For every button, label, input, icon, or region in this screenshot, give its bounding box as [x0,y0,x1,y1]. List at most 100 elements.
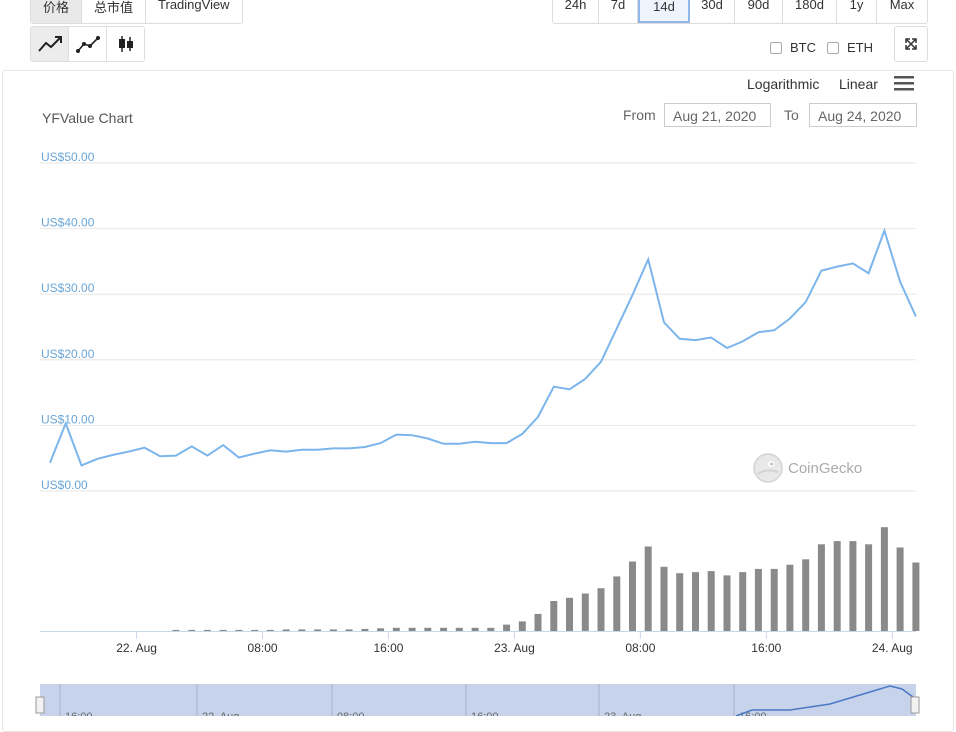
volume-bar [408,627,416,631]
x-axis-tick-label: 08:00 [625,641,655,655]
logarithmic-scale-button[interactable]: Logarithmic [747,76,820,92]
volume-bar [392,627,400,631]
volume-bar [361,628,369,631]
volume-bar [298,629,306,631]
y-axis-tick-label: US$30.00 [41,281,95,295]
volume-bar [266,629,274,631]
y-axis-tick-label: US$10.00 [41,412,95,426]
range-30d-button[interactable]: 30d [690,0,735,23]
checkbox-icon [827,41,839,54]
range-7d-button[interactable]: 7d [599,0,638,23]
compare-btc-checkbox[interactable]: BTC [770,40,816,55]
volume-bar [739,572,747,631]
linear-scale-button[interactable]: Linear [839,76,878,92]
range-180d-button[interactable]: 180d [783,0,837,23]
coingecko-logo-icon [753,453,783,483]
volume-bar [534,613,542,631]
from-date-input[interactable]: Aug 21, 2020 [664,103,771,127]
volume-bar [424,627,432,631]
volume-bar [849,541,857,631]
coingecko-watermark: CoinGecko [752,452,862,484]
point-line-chart-icon[interactable] [69,27,107,61]
volume-bar [487,627,495,631]
volume-bar [329,629,337,631]
time-range-selector: 24h 7d 14d 30d 90d 180d 1y Max [552,0,928,24]
expand-icon [905,38,917,50]
tab-tradingview[interactable]: TradingView [158,0,230,12]
volume-bar [203,629,211,631]
compare-btc-label: BTC [790,40,816,55]
volume-bar [613,576,621,631]
volume-bar [597,588,605,631]
y-axis-tick-label: US$20.00 [41,347,95,361]
navigator-label: 22. Aug [202,711,239,716]
volume-bar [802,559,810,631]
checkbox-icon [770,41,782,54]
price-chart: US$50.00 US$40.00 US$30.00 US$20.00 US$10.00… [35,150,920,716]
range-1y-button[interactable]: 1y [837,0,877,23]
volume-bar [912,562,920,631]
navigator-handle-right[interactable] [910,696,920,714]
price-line-series [49,227,917,467]
volume-bar [503,624,511,631]
volume-bar [581,593,589,631]
y-axis-tick-label: US$0.00 [41,478,88,492]
volume-bar [219,629,227,631]
range-max-button[interactable]: Max [889,0,915,12]
navigator-label: 16:00 [65,711,93,716]
chart-view-tabs: 价格 总市值 TradingView [30,0,243,24]
volume-bar [550,601,558,631]
volume-bar [676,573,684,631]
x-axis-tick-label: 22. Aug [116,641,157,655]
x-axis-tick-label: 16:00 [751,641,781,655]
watermark-text: CoinGecko [788,459,863,477]
candlestick-icon[interactable] [107,27,144,61]
chart-menu-button[interactable] [894,75,914,96]
range-90d-button[interactable]: 90d [735,0,783,23]
x-axis-tick-label: 16:00 [373,641,403,655]
from-label: From [623,107,656,123]
navigator-label: 08:00 [337,711,365,716]
tab-market-cap[interactable]: 总市值 [82,0,147,23]
volume-bar [251,629,259,631]
volume-bar [471,627,479,631]
chart-type-selector [30,26,145,62]
x-axis-tick-label: 23. Aug [494,641,535,655]
volume-bar [377,628,385,631]
volume-bar [833,541,841,631]
volume-bar [644,546,652,631]
volume-bar [566,597,573,631]
volume-bar [896,547,904,631]
y-axis-tick-label: US$40.00 [41,216,95,230]
volume-bar [235,629,243,631]
volume-bar [770,568,778,631]
volume-bar [707,571,715,631]
navigator-label: 23. Aug [604,711,641,716]
compare-eth-label: ETH [847,40,873,55]
line-chart-icon[interactable] [31,27,69,61]
tab-price[interactable]: 价格 [31,0,83,23]
volume-bar [188,629,196,631]
compare-eth-checkbox[interactable]: ETH [827,40,873,55]
navigator-handle-left[interactable] [35,696,45,714]
volume-bar [282,629,290,631]
volume-bar [880,527,888,631]
volume-bar [455,627,463,631]
volume-bar [723,575,731,631]
navigator-label: 16:00 [739,711,767,716]
volume-bar [754,568,762,631]
range-24h-button[interactable]: 24h [553,0,599,23]
range-14d-button[interactable]: 14d [638,0,690,23]
volume-bar [692,572,699,631]
to-date-input[interactable]: Aug 24, 2020 [809,103,917,127]
y-axis-tick-label: US$50.00 [41,150,95,164]
navigator-series [735,685,914,716]
fullscreen-button[interactable] [894,26,928,62]
to-label: To [784,107,799,123]
volume-bar [660,566,668,631]
x-axis-tick-label: 24. Aug [872,641,913,655]
volume-bar [314,629,322,631]
chart-title: YFValue Chart [42,110,133,126]
volume-bar [629,561,636,631]
navigator-label: 16:00 [471,711,499,716]
